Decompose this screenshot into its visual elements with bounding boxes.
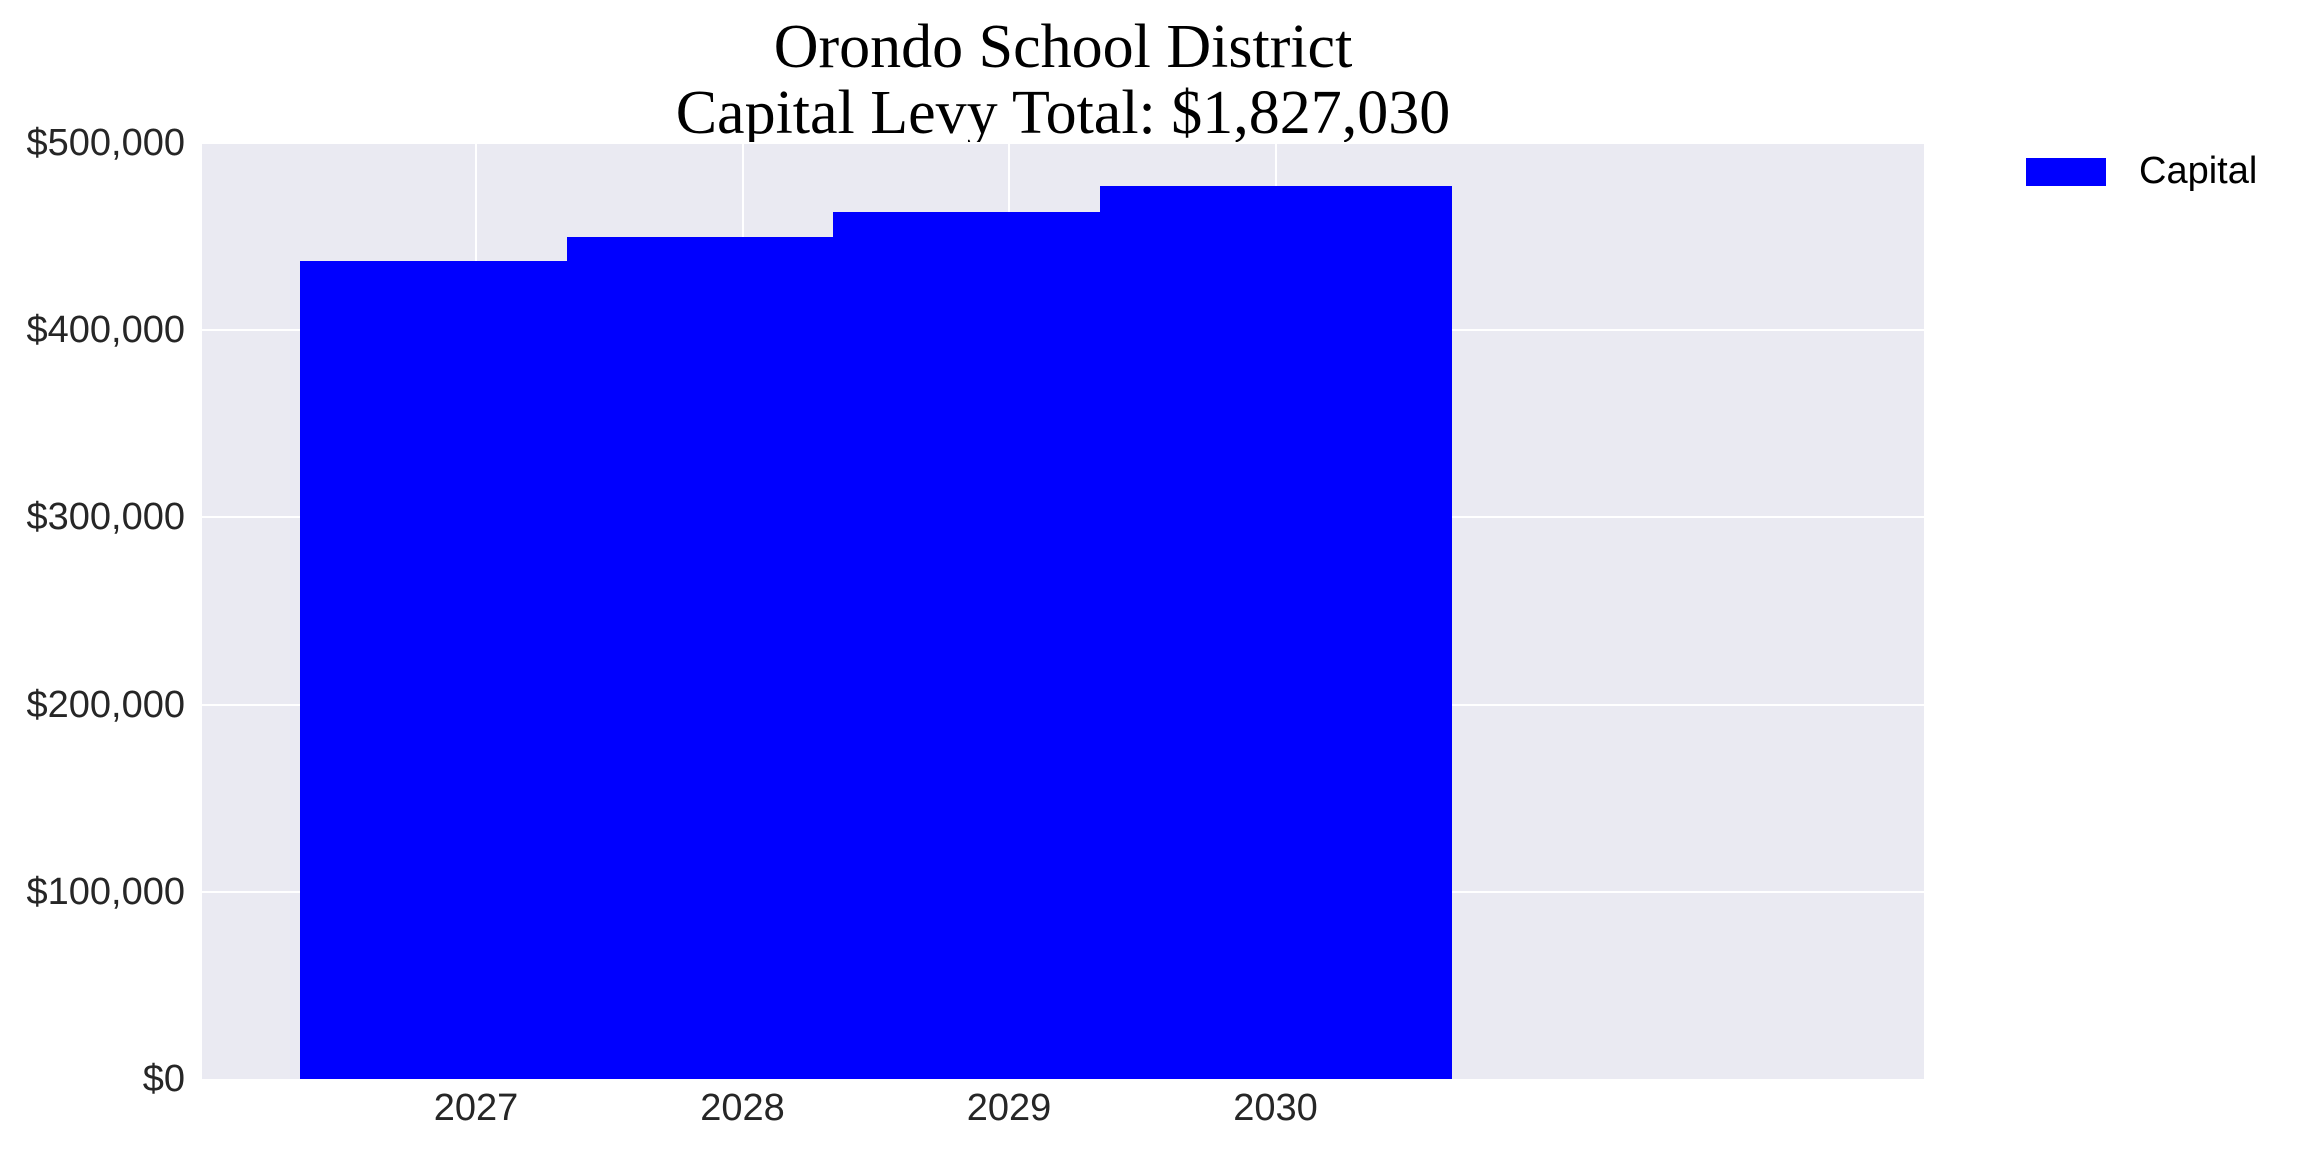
chart-subtitle: Capital Levy Total: $1,827,030 (675, 79, 1451, 147)
gridline-horizontal (202, 142, 1924, 144)
legend-swatch-capital (2026, 158, 2106, 186)
x-tick-label: 2028 (700, 1087, 785, 1129)
x-tick-label: 2030 (1233, 1087, 1318, 1129)
y-tick-label: $0 (142, 1058, 185, 1100)
x-tick-label: 2027 (433, 1087, 519, 1129)
y-tick-label: $400,000 (26, 309, 186, 352)
legend-label-capital: Capital (2139, 150, 2258, 192)
y-tick-label: $200,000 (26, 683, 186, 726)
y-tick-label: $500,000 (26, 122, 186, 164)
y-tick-label: $100,000 (26, 870, 186, 913)
x-tick-label: 2029 (966, 1087, 1052, 1129)
plot-area (202, 142, 1924, 1079)
bar-2030 (1099, 185, 1452, 1079)
y-tick-label: $300,000 (26, 496, 186, 539)
chart-title: Orondo School District (773, 13, 1353, 81)
